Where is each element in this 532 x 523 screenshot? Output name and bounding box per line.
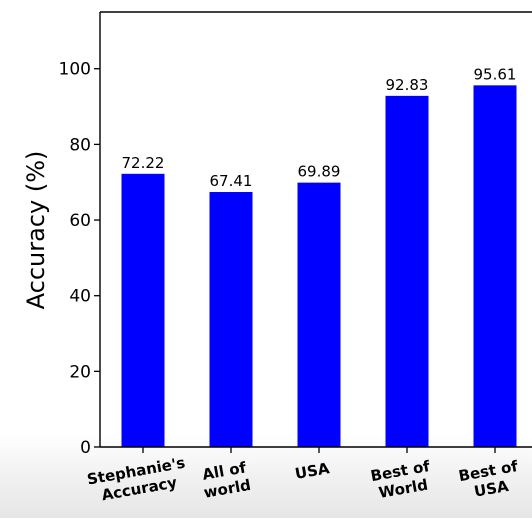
x-tick-label: Best ofUSA	[457, 457, 523, 503]
bar	[473, 85, 517, 447]
y-tick-label: 20	[69, 362, 91, 382]
bar	[121, 173, 165, 447]
x-tick-label-line: USA	[294, 459, 332, 483]
y-tick-label: 40	[69, 287, 91, 307]
y-tick-label: 60	[69, 211, 91, 231]
x-tick-label-line: USA	[473, 477, 511, 501]
x-tick-label: USA	[294, 459, 332, 483]
bar-value-label: 72.22	[122, 154, 165, 172]
x-tick-label: Best ofWorld	[369, 457, 435, 503]
bar-value-label: 69.89	[298, 163, 341, 181]
bar-value-label: 95.61	[474, 65, 517, 83]
y-tick-label: 100	[59, 60, 91, 80]
bar	[297, 182, 341, 447]
y-tick-label: 80	[69, 135, 91, 155]
y-axis-label: Accuracy (%)	[22, 151, 50, 310]
x-tick-label: Stephanie'sAccuracy	[86, 454, 190, 507]
bar-value-label: 67.41	[210, 172, 253, 190]
bar	[385, 95, 429, 447]
x-tick-label: All ofworld	[199, 458, 252, 502]
bar	[209, 192, 253, 447]
y-tick-label: 0	[80, 438, 91, 458]
bar-value-label: 92.83	[386, 76, 429, 94]
